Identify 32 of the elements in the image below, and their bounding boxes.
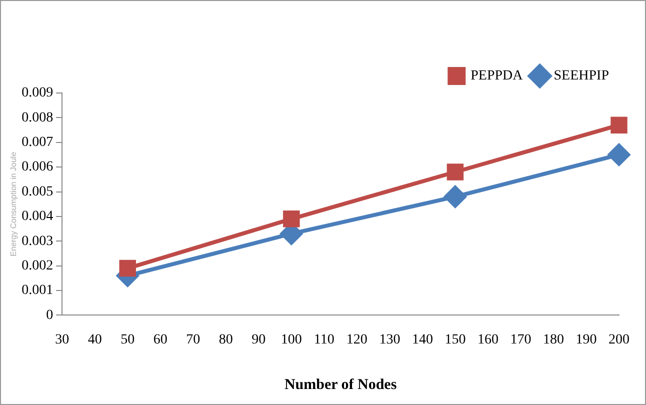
y-tick-label: 0.003 xyxy=(22,234,54,249)
y-tick-label: 0.008 xyxy=(22,110,54,126)
x-tick-label: 180 xyxy=(542,332,564,348)
y-tick-label: 0 xyxy=(46,308,54,323)
x-axis-title: Number of Nodes xyxy=(284,376,397,393)
x-tick-label: 140 xyxy=(412,332,433,348)
x-tick-label: 90 xyxy=(252,332,266,348)
legend-label: SEEHPIP xyxy=(554,68,610,84)
y-tick-label: 0.006 xyxy=(22,160,54,175)
y-tick-label: 0.001 xyxy=(22,283,54,298)
y-tick-label: 0.009 xyxy=(22,86,54,101)
x-tick-label: 70 xyxy=(186,332,200,348)
x-tick-label: 120 xyxy=(346,332,368,348)
y-tick-label: 0.005 xyxy=(22,184,54,200)
y-axis-title: Energy Consumption in Joule xyxy=(9,151,18,256)
x-tick-label: 110 xyxy=(314,332,334,348)
x-tick-label: 190 xyxy=(576,332,597,348)
x-tick-label: 200 xyxy=(608,332,630,348)
x-tick-label: 170 xyxy=(510,332,532,348)
y-tick-label: 0.007 xyxy=(22,135,54,150)
x-tick-label: 40 xyxy=(88,332,102,348)
x-tick-label: 60 xyxy=(153,332,168,348)
y-tick-label: 0.002 xyxy=(22,258,54,274)
x-tick-label: 80 xyxy=(218,332,233,348)
x-tick-label: 160 xyxy=(477,332,498,348)
y-tick-label: 0.004 xyxy=(22,209,54,224)
x-tick-label: 150 xyxy=(444,332,466,348)
legend-label: PEPPDA xyxy=(470,68,524,84)
x-tick-label: 50 xyxy=(120,332,135,348)
x-tick-label: 100 xyxy=(280,332,302,348)
x-tick-label: 130 xyxy=(379,332,400,348)
x-tick-label: 30 xyxy=(55,332,70,348)
